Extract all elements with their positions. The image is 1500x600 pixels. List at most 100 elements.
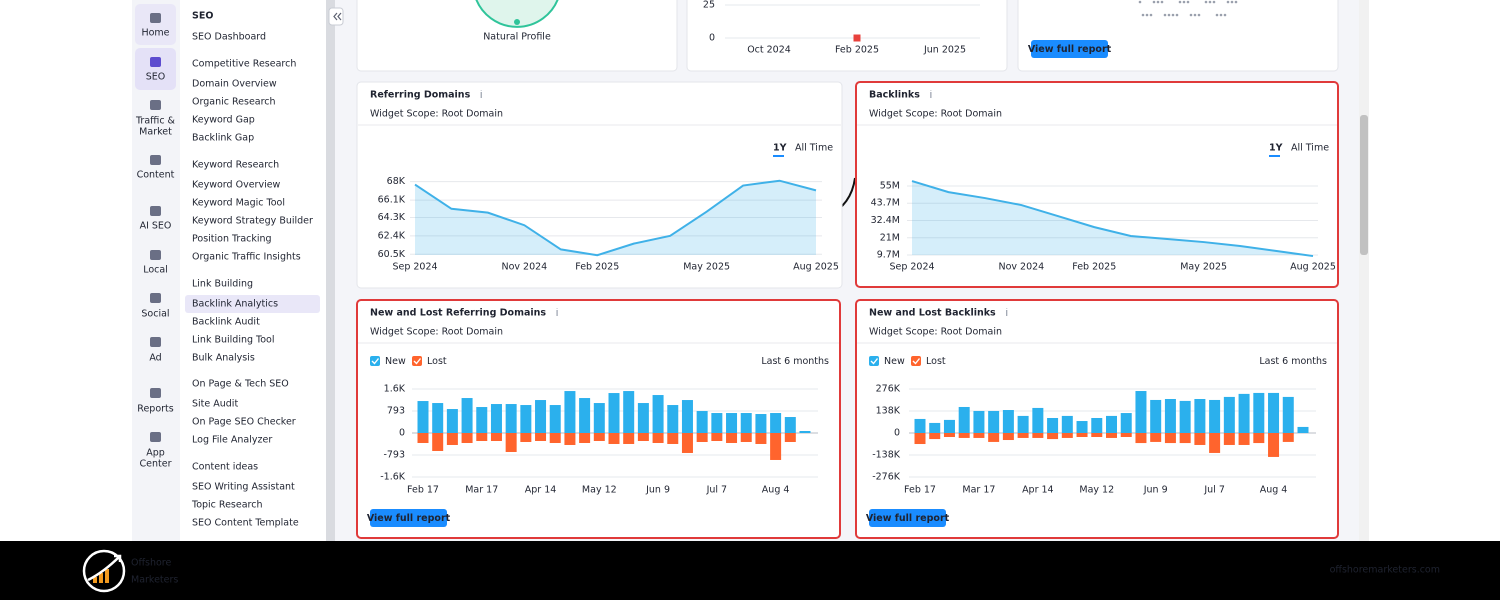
bar (1194, 433, 1206, 445)
bar (988, 433, 1000, 442)
network-dot (1149, 13, 1153, 17)
legend-checkbox[interactable] (370, 356, 380, 366)
card-subtitle: Widget Scope: Root Domain (869, 327, 1002, 338)
menu-item[interactable]: Topic Research (191, 500, 263, 511)
network-dot (1160, 0, 1164, 4)
y-tick-label: 64.3K (378, 212, 406, 223)
rail-label[interactable]: Market (139, 127, 172, 138)
network-dot (1178, 0, 1182, 4)
menu-item[interactable]: Organic Research (192, 97, 276, 108)
bar (623, 433, 635, 444)
logo-arrow (87, 554, 122, 582)
network-dot (1230, 0, 1234, 4)
y-tick-label: -1.6K (380, 472, 406, 483)
bar (755, 414, 767, 433)
rail-icon (150, 57, 161, 67)
menu-item[interactable]: Bulk Analysis (192, 353, 255, 364)
scroll-thumb[interactable] (1360, 115, 1368, 255)
bar (1194, 398, 1206, 433)
legend-checkbox[interactable] (911, 356, 921, 366)
bar (520, 433, 532, 442)
rail-label[interactable]: Home (141, 28, 169, 39)
menu-item[interactable]: Site Audit (192, 399, 238, 410)
bar (1268, 392, 1280, 433)
bar (1061, 433, 1073, 438)
footer-url[interactable]: offshoremarketers.com (1330, 565, 1440, 576)
card (686, 0, 1008, 72)
bar (1223, 396, 1235, 433)
rail-icon (150, 337, 161, 347)
bar (549, 433, 561, 443)
tab[interactable]: 1Y (1269, 143, 1283, 154)
menu-item[interactable]: Backlink Gap (192, 133, 254, 144)
menu-item[interactable]: Keyword Strategy Builder (192, 216, 313, 227)
menu-item[interactable]: Keyword Magic Tool (192, 198, 285, 209)
rail-label[interactable]: SEO (146, 72, 166, 83)
menu-item[interactable]: Log File Analyzer (192, 435, 272, 446)
x-tick-label: Jun 9 (645, 485, 670, 496)
rail-label[interactable]: Local (143, 265, 168, 276)
button-label[interactable]: View full report (866, 513, 950, 524)
x-tick-label: Jul 7 (1203, 485, 1225, 496)
bar (637, 433, 649, 441)
menu-item[interactable]: Backlink Analytics (192, 299, 278, 310)
rail-label[interactable]: Reports (137, 404, 173, 415)
marker (853, 34, 861, 42)
bar (432, 403, 444, 433)
button-label[interactable]: View full report (1028, 44, 1112, 55)
button[interactable] (1031, 40, 1108, 58)
rail-label[interactable]: Content (137, 170, 175, 181)
menu-item[interactable]: Link Building Tool (192, 335, 275, 346)
rail-label[interactable]: Center (140, 459, 172, 470)
menu-item[interactable]: SEO Dashboard (192, 32, 266, 43)
x-tick-label: Apr 14 (525, 485, 557, 496)
x-tick-label: Jun 2025 (923, 45, 966, 56)
tab[interactable]: 1Y (773, 143, 787, 154)
rail-label[interactable]: AI SEO (140, 221, 172, 232)
menu-item[interactable]: SEO Content Template (192, 518, 299, 529)
network-dot (1167, 13, 1171, 17)
menu-item[interactable]: Position Tracking (192, 234, 272, 245)
network-dot (1152, 0, 1156, 4)
tab[interactable]: All Time (1291, 143, 1329, 154)
bar (1253, 392, 1265, 433)
network-dot (1186, 0, 1190, 4)
x-tick-label: Sep 2024 (392, 262, 437, 273)
legend-checkbox[interactable] (869, 356, 879, 366)
card-title: Backlinks (869, 90, 920, 101)
x-tick-label: May 12 (1079, 485, 1114, 496)
network-dot (1175, 13, 1179, 17)
menu-item[interactable]: Keyword Overview (192, 180, 281, 191)
x-tick-label: Oct 2024 (747, 45, 791, 56)
y-tick-label: 1.6K (384, 383, 406, 394)
bar (958, 433, 970, 438)
menu-item[interactable]: On Page SEO Checker (192, 417, 296, 428)
menu-item[interactable]: Organic Traffic Insights (192, 252, 301, 263)
rail-label[interactable]: Social (141, 309, 169, 320)
legend-checkbox[interactable] (412, 356, 422, 366)
menu-item[interactable]: SEO Writing Assistant (192, 482, 295, 493)
tab[interactable]: All Time (795, 143, 833, 154)
menu-item[interactable]: Domain Overview (192, 79, 277, 90)
button[interactable] (370, 509, 447, 527)
network-dot (1141, 13, 1145, 17)
rail-label[interactable]: Traffic & (135, 116, 176, 127)
check (371, 358, 380, 365)
card-subtitle: Widget Scope: Root Domain (370, 109, 503, 120)
brand-name: Marketers (131, 575, 178, 586)
line (911, 180, 1314, 258)
card-title: Referring Domains (370, 90, 471, 101)
button-label[interactable]: View full report (367, 513, 451, 524)
rail-label[interactable]: App (146, 448, 165, 459)
menu-heading: Keyword Research (192, 160, 279, 171)
bar (740, 413, 752, 433)
menu-item[interactable]: Backlink Audit (192, 317, 260, 328)
menu-item[interactable]: Keyword Gap (192, 115, 255, 126)
collapse-button[interactable] (328, 7, 344, 26)
profile-gauge (475, 0, 559, 28)
sidebar (180, 0, 326, 541)
bar (696, 411, 708, 433)
rail-label[interactable]: Ad (149, 353, 161, 364)
button[interactable] (869, 509, 946, 527)
y-tick-label: -276K (872, 472, 901, 483)
